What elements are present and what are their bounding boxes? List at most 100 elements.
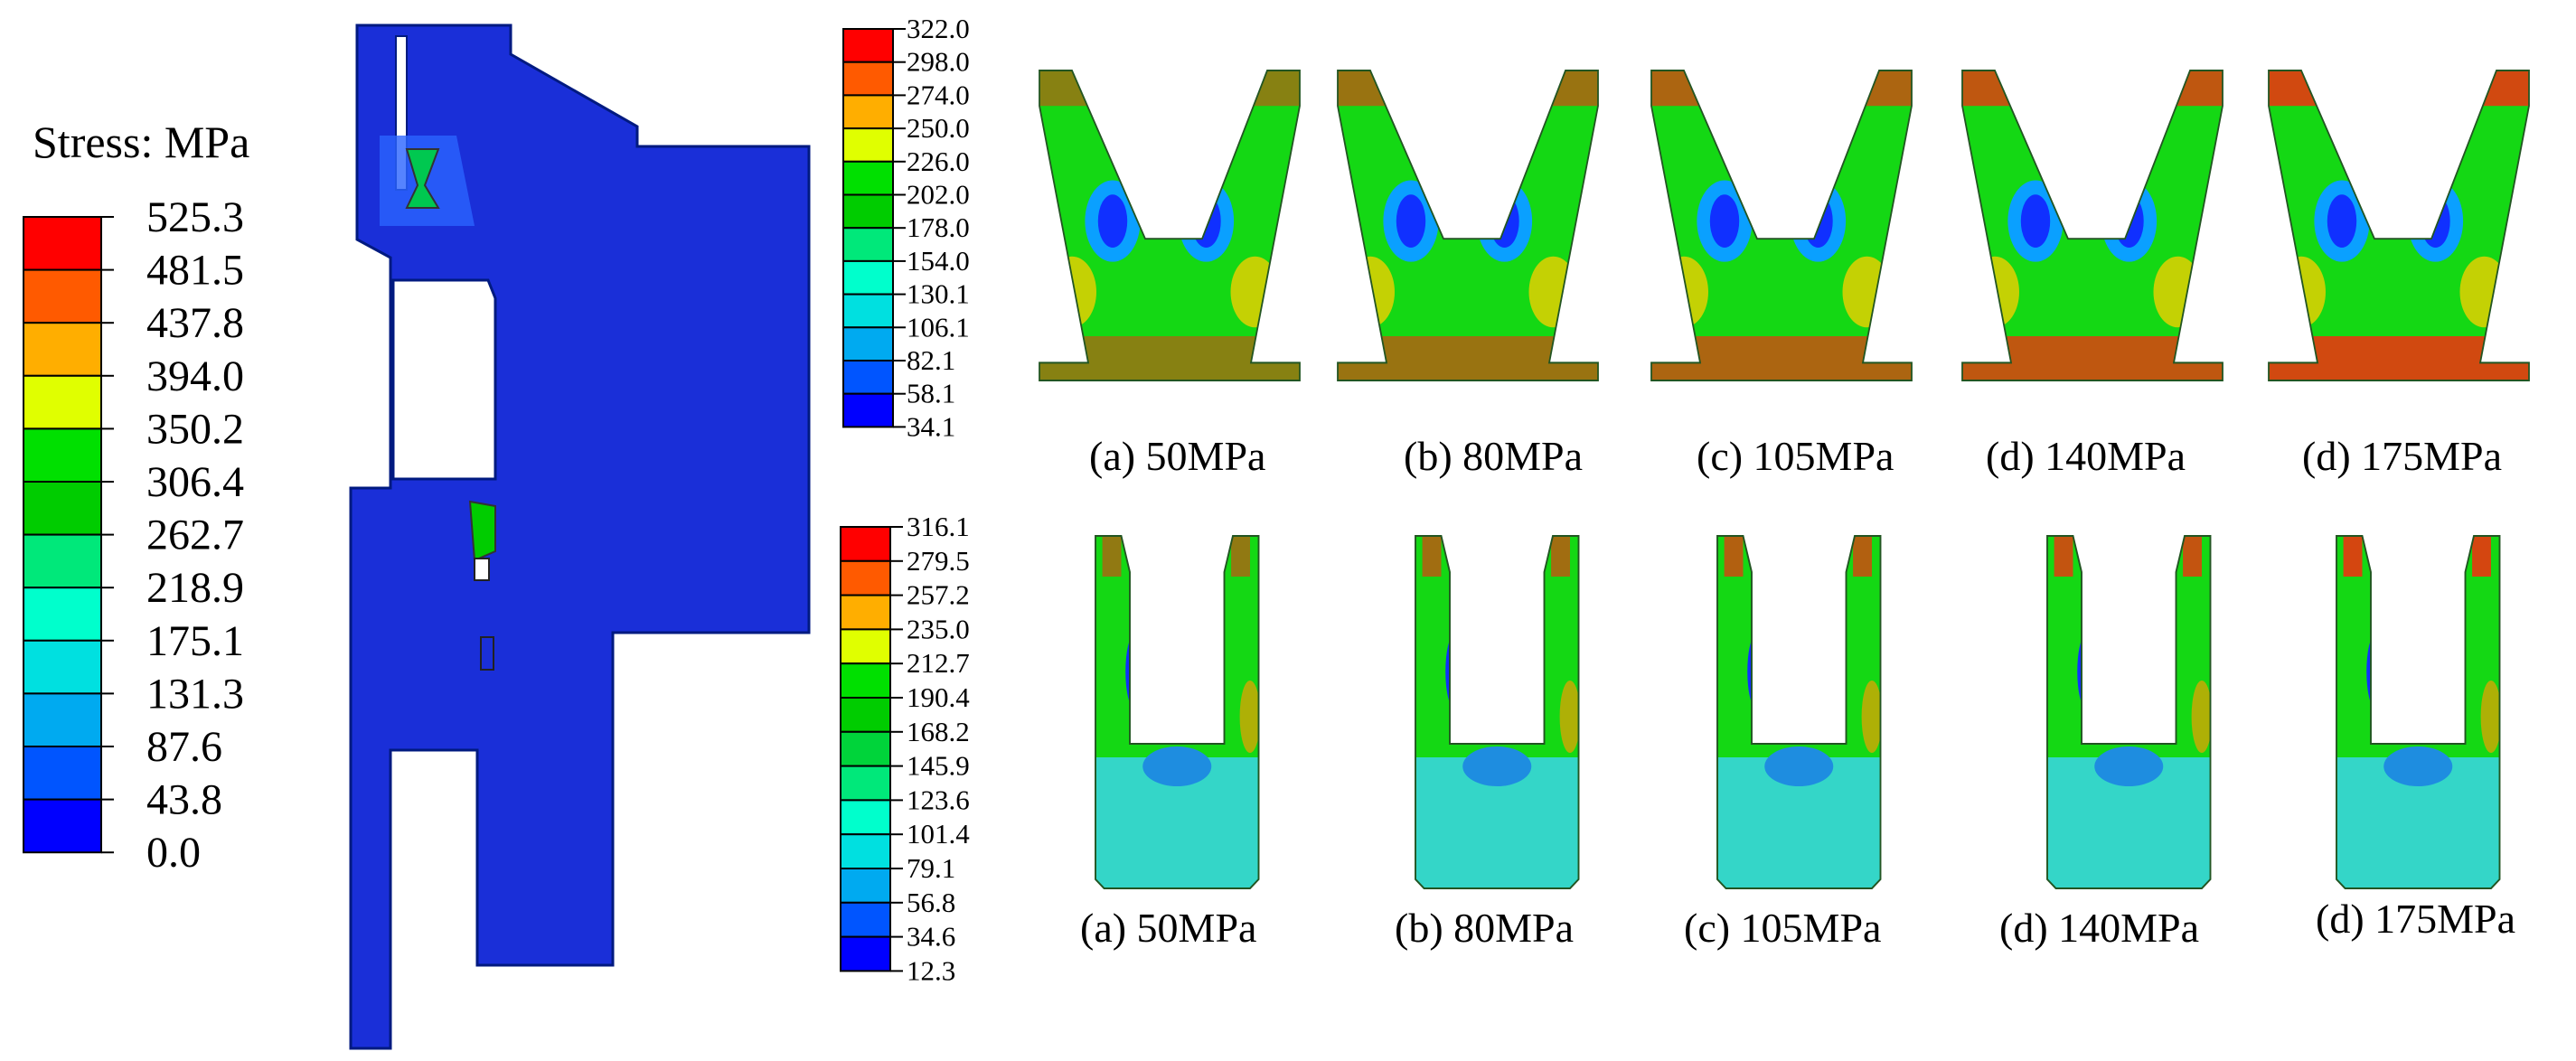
- bottom-legend-tick-label: 12.3: [907, 954, 955, 986]
- bottom-legend-swatch: [840, 901, 891, 938]
- main-legend-swatch: [23, 533, 102, 589]
- u-seal-contour-row: [1095, 535, 2501, 889]
- main-legend-tick-label: 350.2: [146, 405, 244, 453]
- bottom-caption-d2: (d) 175MPa: [2316, 896, 2516, 942]
- top-legend-tick-label: 82.1: [907, 344, 955, 376]
- main-legend-colorbar: [23, 216, 102, 854]
- bottom-legend-tick-label: 101.4: [907, 818, 970, 850]
- x-seal-contour-5: [2268, 70, 2530, 381]
- bottom-legend-swatch: [840, 526, 891, 562]
- top-caption-a: (a) 50MPa: [1089, 433, 1266, 479]
- bottom-legend-swatch: [840, 662, 891, 700]
- main-legend-tick-label: 525.3: [146, 193, 244, 241]
- bottom-legend-swatch: [840, 559, 891, 596]
- bottom-legend-tick-label: 34.6: [907, 921, 955, 953]
- x-seal-contour-3: [1650, 70, 1913, 381]
- top-legend-swatch: [842, 160, 894, 196]
- main-legend-title: Stress: MPa: [33, 117, 250, 167]
- main-legend-swatch: [23, 322, 102, 377]
- top-legend-swatch: [842, 360, 894, 395]
- top-legend-tick-label: 130.1: [907, 278, 970, 310]
- u-seal-contour-1: [1095, 535, 1260, 889]
- main-legend-swatch: [23, 481, 102, 536]
- top-legend-swatch: [842, 193, 894, 230]
- top-legend-tick-label: 178.0: [907, 211, 970, 243]
- top-legend-tick-label: 154.0: [907, 245, 970, 277]
- top-legend-swatch: [842, 293, 894, 329]
- top-legend-swatch: [842, 227, 894, 262]
- main-legend-tick-label: 437.8: [146, 299, 244, 347]
- main-legend-tick-label: 218.9: [146, 564, 244, 612]
- top-legend-colorbar: [842, 28, 894, 428]
- main-legend-swatch: [23, 374, 102, 430]
- bottom-legend-swatch: [840, 697, 891, 733]
- bottom-legend-swatch: [840, 935, 891, 972]
- main-legend-tick-label: 394.0: [146, 352, 244, 400]
- top-legend-tick-label: 202.0: [907, 179, 970, 211]
- top-legend-tick-label: 322.0: [907, 13, 970, 44]
- main-legend-tick-label: 43.8: [146, 776, 222, 824]
- x-seal-contour-1: [1039, 70, 1301, 381]
- bottom-caption-d1: (d) 140MPa: [1999, 905, 2200, 951]
- bottom-legend-tick-label: 168.2: [907, 716, 970, 747]
- top-legend-swatch: [842, 94, 894, 130]
- bottom-legend-tick-label: 212.7: [907, 647, 970, 679]
- upper-seal-hotspot: [405, 148, 440, 209]
- bottom-caption-c: (c) 105MPa: [1684, 905, 1882, 951]
- u-seal-contour-5: [2336, 535, 2501, 889]
- main-legend-tick-label: 131.3: [146, 670, 244, 718]
- top-caption-d1: (d) 140MPa: [1986, 433, 2186, 479]
- main-legend-tick-label: 306.4: [146, 458, 244, 506]
- u-seal-contour-2: [1415, 535, 1580, 889]
- bottom-legend-tick-label: 190.4: [907, 681, 970, 713]
- bottom-legend-tick-label: 235.0: [907, 613, 970, 644]
- main-legend-tick-label: 481.5: [146, 247, 244, 295]
- bottom-legend-ticks: 316.1279.5257.2235.0212.7190.4168.2145.9…: [890, 511, 970, 986]
- main-legend-swatch: [23, 692, 102, 748]
- top-legend-tick-label: 58.1: [907, 378, 955, 409]
- bottom-legend-swatch: [840, 765, 891, 802]
- lower-seal-insert: [474, 558, 490, 581]
- top-legend-swatch: [842, 326, 894, 361]
- main-legend-swatch: [23, 587, 102, 642]
- main-legend-swatch: [23, 746, 102, 801]
- top-legend-tick-label: 298.0: [907, 46, 970, 78]
- bottom-legend-swatch: [840, 868, 891, 904]
- top-legend-tick-label: 106.1: [907, 311, 970, 343]
- top-caption-b: (b) 80MPa: [1404, 433, 1584, 479]
- main-legend-swatch: [23, 216, 102, 271]
- bottom-legend-tick-label: 56.8: [907, 887, 955, 918]
- lower-seal-slot: [480, 636, 494, 671]
- bottom-legend-colorbar: [840, 526, 891, 972]
- bottom-legend-tick-label: 279.5: [907, 545, 970, 577]
- bottom-legend-tick-label: 123.6: [907, 784, 970, 815]
- bottom-legend-swatch: [840, 730, 891, 767]
- main-legend-swatch: [23, 639, 102, 695]
- top-legend-swatch: [842, 127, 894, 163]
- x-seal-contour-row: [1039, 70, 2530, 381]
- bottom-caption-b: (b) 80MPa: [1395, 905, 1575, 951]
- bottom-legend-tick-label: 79.1: [907, 852, 955, 884]
- bottom-legend-tick-label: 145.9: [907, 750, 970, 782]
- assembly-cavity: [391, 278, 497, 481]
- top-legend-tick-label: 274.0: [907, 79, 970, 110]
- top-legend-swatch: [842, 61, 894, 97]
- top-legend-tick-label: 34.1: [907, 410, 955, 442]
- bottom-caption-a: (a) 50MPa: [1080, 905, 1257, 951]
- bottom-legend-tick-label: 316.1: [907, 511, 970, 542]
- u-seal-contour-4: [2046, 535, 2212, 889]
- top-caption-c: (c) 105MPa: [1697, 433, 1894, 479]
- top-legend-swatch: [842, 392, 894, 428]
- top-legend-swatch: [842, 28, 894, 63]
- bottom-legend-swatch: [840, 799, 891, 836]
- bottom-legend-swatch: [840, 833, 891, 870]
- top-legend-ticks: 322.0298.0274.0250.0226.0202.0178.0154.0…: [893, 13, 970, 442]
- main-legend-tick-label: 262.7: [146, 512, 244, 559]
- main-legend-tick-label: 0.0: [146, 829, 201, 877]
- x-seal-contour-2: [1337, 70, 1599, 381]
- main-legend-swatch: [23, 427, 102, 483]
- main-legend-tick-label: 87.6: [146, 723, 222, 771]
